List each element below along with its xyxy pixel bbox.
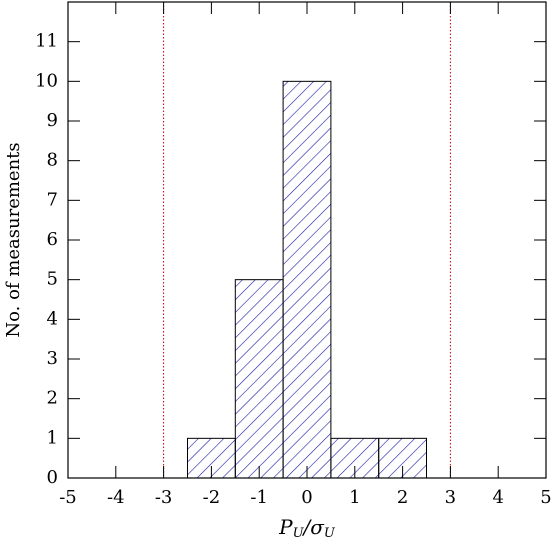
- x-label-sub: U: [324, 526, 336, 541]
- y-tick-label: 10: [35, 70, 58, 91]
- y-tick-label: 5: [47, 269, 58, 290]
- y-tick-label: 2: [47, 388, 58, 409]
- x-label-sub: U: [293, 526, 305, 541]
- x-label-part: P: [278, 515, 293, 539]
- y-tick-label: 3: [47, 348, 58, 369]
- y-axis-label: No. of measurements: [3, 142, 24, 337]
- x-tick-label: -4: [107, 487, 125, 508]
- x-label-part: /σ: [302, 515, 326, 539]
- x-tick-label: 5: [540, 487, 551, 508]
- y-tick-label: 4: [47, 308, 58, 329]
- x-tick-label: 1: [349, 487, 360, 508]
- x-tick-label: 3: [445, 487, 456, 508]
- x-tick-label: 4: [492, 487, 503, 508]
- x-tick-label: -1: [250, 487, 268, 508]
- histogram-bar: [234, 279, 284, 479]
- y-tick-label: 7: [47, 189, 58, 210]
- x-tick-label: -2: [203, 487, 221, 508]
- y-tick-label: 11: [35, 31, 58, 52]
- x-tick-label: 0: [301, 487, 312, 508]
- y-tick-label: 1: [47, 427, 58, 448]
- histogram-bar: [282, 80, 332, 479]
- x-tick-label: 2: [397, 487, 408, 508]
- y-tick-label: 0: [47, 467, 58, 488]
- x-axis-label: PU/σU: [278, 515, 336, 541]
- y-tick-label: 8: [47, 150, 58, 171]
- x-tick-label: -3: [155, 487, 173, 508]
- y-tick-label: 9: [47, 110, 58, 131]
- x-tick-label: -5: [59, 487, 77, 508]
- y-tick-label: 6: [47, 229, 58, 250]
